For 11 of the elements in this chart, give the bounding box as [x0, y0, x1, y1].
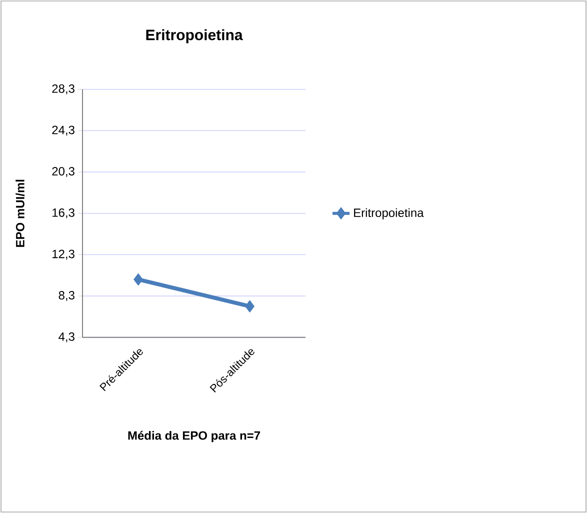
y-tick-label: 20,3 — [52, 167, 74, 177]
y-tick-label: 8,3 — [58, 291, 74, 301]
chart-title: Eritropoietina — [146, 29, 243, 44]
y-tick-label: 16,3 — [52, 208, 74, 218]
y-tick-label: 24,3 — [52, 126, 74, 136]
x-axis-title: Média da EPO para n=7 — [128, 430, 260, 442]
y-axis-title: EPO mUI/ml — [16, 180, 25, 247]
y-tick-label: 12,3 — [52, 250, 74, 260]
legend-label: Eritropoietina — [354, 208, 424, 220]
y-tick-label: 4,3 — [58, 332, 74, 342]
y-tick-label: 28,3 — [52, 84, 74, 94]
